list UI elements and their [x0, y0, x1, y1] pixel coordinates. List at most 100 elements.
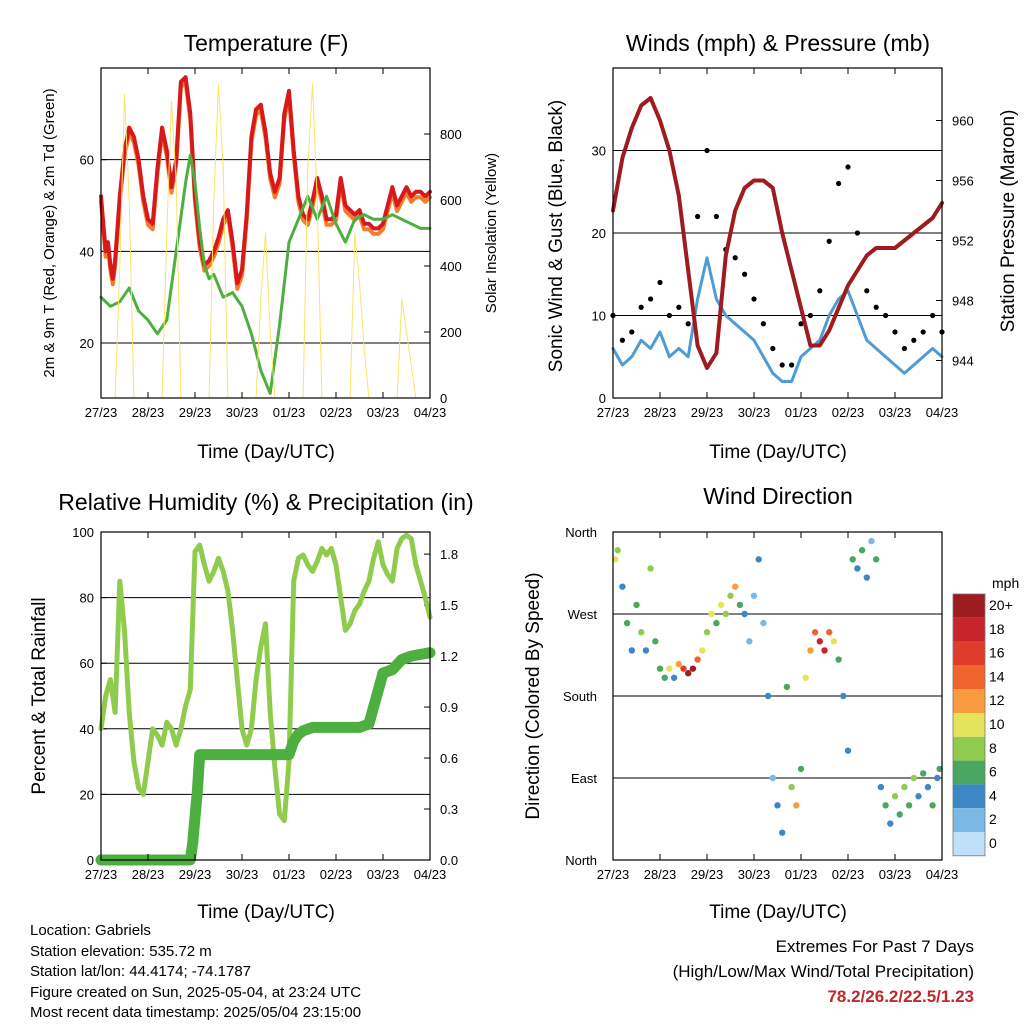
direction-point [887, 820, 894, 827]
dir-x-tick-label: 02/23 [832, 867, 865, 882]
temp-y2-tick-label: 600 [440, 193, 462, 208]
direction-point [623, 619, 631, 627]
direction-point [764, 692, 772, 700]
temperature-y2label: Solar Insolation (Yellow) [483, 153, 500, 313]
colorbar-swatch [953, 713, 985, 737]
direction-point [769, 774, 776, 782]
rh-y-tick-label: 20 [80, 787, 94, 802]
direction-point [826, 629, 833, 636]
direction-point [638, 629, 645, 636]
direction-point [882, 802, 889, 809]
direction-point [924, 783, 932, 791]
direction-point [755, 556, 762, 563]
direction-point [689, 665, 697, 672]
extremes-subheading: (High/Low/Max Wind/Total Precipitation) [672, 962, 974, 981]
colorbar-swatch [953, 641, 985, 666]
dir-frame [612, 531, 943, 861]
direction-point [694, 656, 701, 663]
temp-x-tick-label: 30/23 [226, 405, 259, 420]
gust-point [873, 304, 879, 310]
direction-point [633, 601, 640, 609]
colorbar-label: 0 [989, 835, 997, 851]
gust-point [854, 230, 861, 236]
gust-point [713, 213, 720, 220]
temperature-title: Temperature (F) [184, 30, 349, 56]
rh-y2-tick-label: 0.6 [440, 751, 458, 766]
dir-x-tick-label: 28/23 [644, 867, 677, 882]
gust-point [807, 312, 814, 319]
gust-point [751, 296, 757, 302]
direction-point [661, 674, 668, 681]
wind-y-tick-label: 0 [599, 391, 606, 406]
gust-point [930, 312, 936, 319]
gust-point [629, 329, 635, 335]
gust-point [760, 321, 767, 327]
colorbar-swatch [953, 665, 985, 690]
rh-y-tick-label: 0 [87, 853, 94, 868]
dir-x-tick-label: 30/23 [738, 867, 771, 882]
direction-point [670, 674, 678, 681]
direction-point [722, 610, 729, 618]
wind-x-tick-label: 02/23 [832, 405, 865, 420]
direction-point [915, 793, 922, 800]
gust-point [676, 304, 682, 310]
direction-point [736, 601, 744, 609]
direction-point [652, 638, 659, 645]
rh-y2-tick-label: 1.8 [440, 547, 458, 562]
colorbar-label: 6 [989, 764, 997, 780]
wind-y-tick-label: 10 [592, 309, 606, 324]
colorbar-title: mph [992, 575, 1019, 591]
wind-y2-tick-label: 944 [952, 354, 974, 369]
sonic-wind-series [611, 256, 944, 383]
station-info: Location: Gabriels Station elevation: 53… [30, 921, 361, 1024]
colorbar-swatch [953, 617, 985, 642]
temp-x-tick-label: 02/23 [320, 405, 353, 420]
direction-point [713, 619, 720, 627]
wind-x-tick-label: 04/23 [926, 405, 959, 420]
temp-y-tick-label: 20 [80, 336, 94, 351]
figure-created: Figure created on Sun, 2025-05-04, at 23… [30, 983, 362, 1001]
rh-x-tick-label: 01/23 [273, 867, 306, 882]
extremes-heading: Extremes For Past 7 Days [775, 937, 974, 956]
direction-point [863, 574, 870, 581]
dir-x-tick-label: 27/23 [597, 867, 630, 882]
colorbar-swatch [953, 808, 985, 832]
direction-point [685, 670, 692, 677]
gust-point [826, 238, 832, 244]
temp-y2-tick-label: 400 [440, 259, 462, 274]
direction-point [746, 638, 753, 645]
colorbar-swatch [953, 832, 985, 856]
direction-point [614, 547, 621, 554]
wind-x-tick-label: 28/23 [644, 405, 677, 420]
station-elevation: Station elevation: 535.72 m [30, 942, 212, 960]
direction-point [873, 556, 880, 563]
direction-point [844, 747, 852, 754]
dir-x-tick-label: 01/23 [785, 867, 818, 882]
rh-x-tick-label: 29/23 [179, 867, 212, 882]
direction-point [612, 556, 619, 563]
direction-point [854, 565, 861, 572]
wind-y-tick-label: 20 [592, 226, 606, 241]
direction-point [910, 774, 917, 782]
direction-point [807, 647, 814, 654]
gust-point [817, 288, 823, 294]
colorbar-frame [952, 593, 986, 857]
direction-point [920, 770, 927, 777]
rh-x-tick-label: 04/23 [414, 867, 447, 882]
direction-point [830, 638, 838, 645]
direction-point [802, 674, 809, 681]
direction-ylabel: Direction (Colored By Speed) [523, 572, 544, 819]
direction-point [774, 802, 781, 809]
rh-y-tick-label: 60 [80, 656, 94, 671]
colorbar-swatch [953, 784, 985, 809]
temp-x-tick-label: 28/23 [132, 405, 165, 420]
pressure-series [611, 96, 944, 370]
rh-y2-tick-label: 0.0 [440, 853, 458, 868]
colorbar-label: 14 [989, 668, 1005, 684]
colorbar-swatch [953, 689, 985, 713]
direction-point [788, 783, 795, 791]
rh-x-tick-label: 27/23 [85, 867, 118, 882]
humidity-ylabel: Percent & Total Rainfall [29, 597, 50, 794]
gust-point [648, 296, 654, 302]
direction-point [699, 647, 706, 654]
